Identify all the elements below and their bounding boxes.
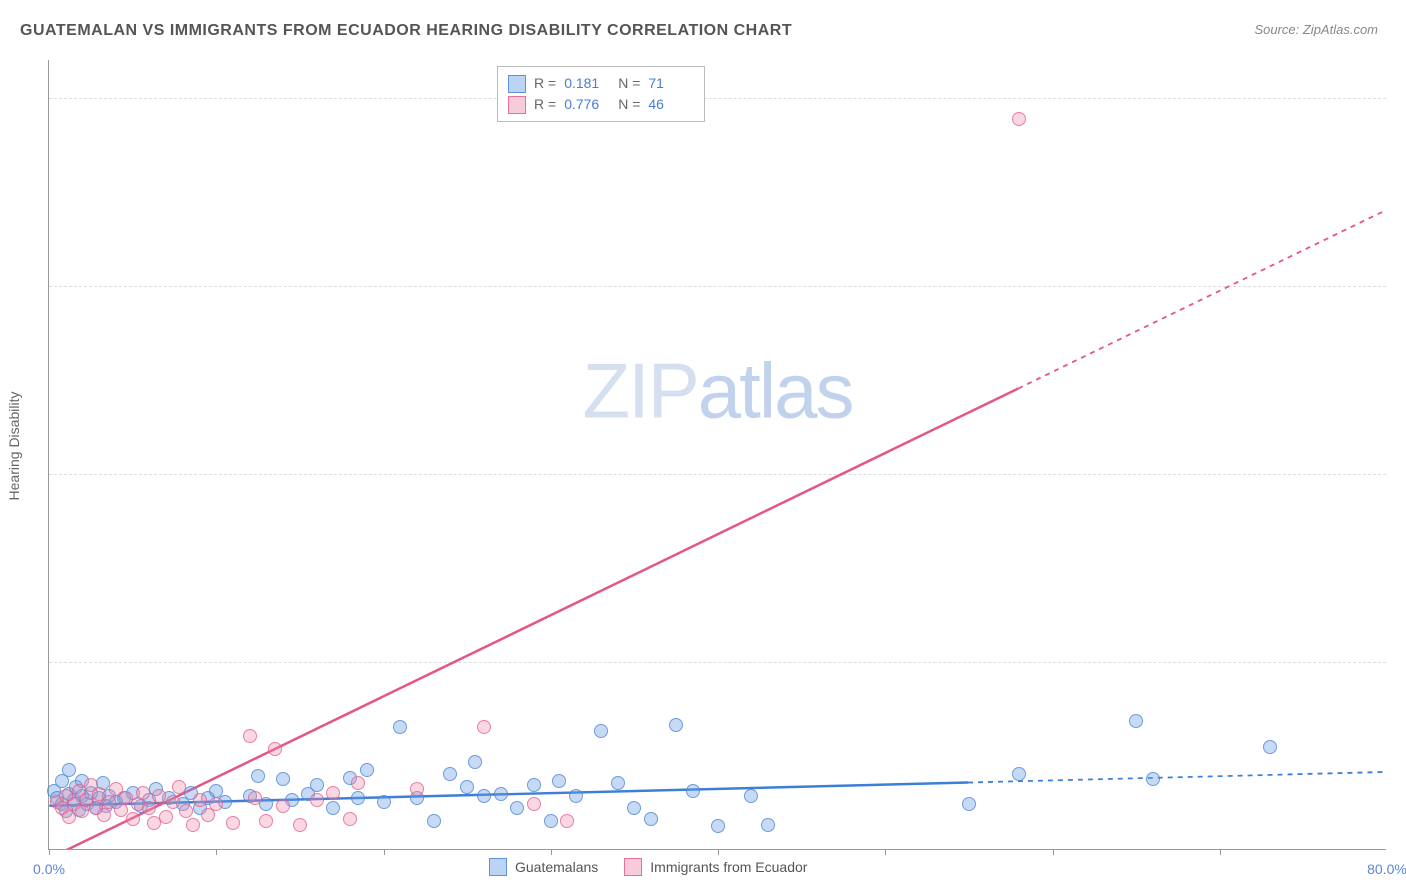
data-point: [97, 808, 111, 822]
gridline-h: [49, 98, 1386, 99]
y-axis-label: Hearing Disability: [6, 392, 22, 501]
data-point: [377, 795, 391, 809]
data-point: [527, 778, 541, 792]
data-point: [510, 801, 524, 815]
data-point: [443, 767, 457, 781]
data-point: [360, 763, 374, 777]
correlation-legend: R = 0.181 N = 71 R = 0.776 N = 46: [497, 66, 705, 122]
data-point: [276, 799, 290, 813]
legend-row-pink: R = 0.776 N = 46: [508, 94, 694, 115]
data-point: [226, 816, 240, 830]
chart-title: GUATEMALAN VS IMMIGRANTS FROM ECUADOR HE…: [20, 22, 792, 40]
gridline-h: [49, 474, 1386, 475]
legend-item-guatemalans: Guatemalans: [489, 858, 598, 876]
data-point: [310, 793, 324, 807]
x-tick-mark: [384, 849, 385, 855]
data-point: [248, 791, 262, 805]
data-point: [193, 793, 207, 807]
data-point: [1012, 767, 1026, 781]
swatch-blue-icon: [489, 858, 507, 876]
data-point: [527, 797, 541, 811]
data-point: [62, 810, 76, 824]
data-point: [268, 742, 282, 756]
data-point: [494, 787, 508, 801]
chart-plot-area: ZIPatlas R = 0.181 N = 71 R = 0.776 N = …: [48, 60, 1386, 850]
watermark-text: ZIPatlas: [582, 346, 852, 437]
x-tick-mark: [1053, 849, 1054, 855]
data-point: [326, 801, 340, 815]
data-point: [962, 797, 976, 811]
data-point: [560, 814, 574, 828]
data-point: [744, 789, 758, 803]
data-point: [243, 729, 257, 743]
data-point: [686, 784, 700, 798]
data-point: [669, 718, 683, 732]
data-point: [410, 782, 424, 796]
data-point: [142, 801, 156, 815]
swatch-blue-icon: [508, 75, 526, 93]
data-point: [136, 786, 150, 800]
data-point: [259, 814, 273, 828]
data-point: [711, 819, 725, 833]
data-point: [552, 774, 566, 788]
data-point: [293, 818, 307, 832]
series-legend: Guatemalans Immigrants from Ecuador: [489, 858, 807, 876]
x-tick-label: 80.0%: [1367, 861, 1406, 877]
data-point: [179, 804, 193, 818]
x-tick-mark: [1220, 849, 1221, 855]
data-point: [569, 789, 583, 803]
x-tick-label: 0.0%: [33, 861, 65, 877]
data-point: [393, 720, 407, 734]
data-point: [761, 818, 775, 832]
legend-item-ecuador: Immigrants from Ecuador: [624, 858, 807, 876]
data-point: [477, 720, 491, 734]
data-point: [351, 776, 365, 790]
data-point: [209, 797, 223, 811]
data-point: [126, 812, 140, 826]
gridline-h: [49, 662, 1386, 663]
y-tick-label: 40.0%: [1391, 90, 1406, 106]
data-point: [477, 789, 491, 803]
y-tick-label: 30.0%: [1391, 278, 1406, 294]
data-point: [276, 772, 290, 786]
data-point: [460, 780, 474, 794]
data-point: [159, 810, 173, 824]
data-point: [1012, 112, 1026, 126]
data-point: [627, 801, 641, 815]
data-point: [326, 786, 340, 800]
data-point: [186, 818, 200, 832]
data-point: [1263, 740, 1277, 754]
data-point: [251, 769, 265, 783]
y-tick-label: 20.0%: [1391, 466, 1406, 482]
swatch-pink-icon: [508, 96, 526, 114]
x-tick-mark: [551, 849, 552, 855]
data-point: [427, 814, 441, 828]
legend-row-blue: R = 0.181 N = 71: [508, 73, 694, 94]
data-point: [1146, 772, 1160, 786]
source-attribution: Source: ZipAtlas.com: [1254, 22, 1378, 37]
x-tick-mark: [885, 849, 886, 855]
data-point: [594, 724, 608, 738]
data-point: [468, 755, 482, 769]
gridline-h: [49, 286, 1386, 287]
y-tick-label: 10.0%: [1391, 654, 1406, 670]
data-point: [152, 789, 166, 803]
data-point: [611, 776, 625, 790]
x-tick-mark: [49, 849, 50, 855]
data-point: [310, 778, 324, 792]
data-point: [62, 763, 76, 777]
swatch-pink-icon: [624, 858, 642, 876]
data-point: [351, 791, 365, 805]
x-tick-mark: [718, 849, 719, 855]
data-point: [1129, 714, 1143, 728]
data-point: [644, 812, 658, 826]
data-point: [343, 812, 357, 826]
data-point: [172, 780, 186, 794]
data-point: [544, 814, 558, 828]
data-point: [166, 795, 180, 809]
x-tick-mark: [216, 849, 217, 855]
